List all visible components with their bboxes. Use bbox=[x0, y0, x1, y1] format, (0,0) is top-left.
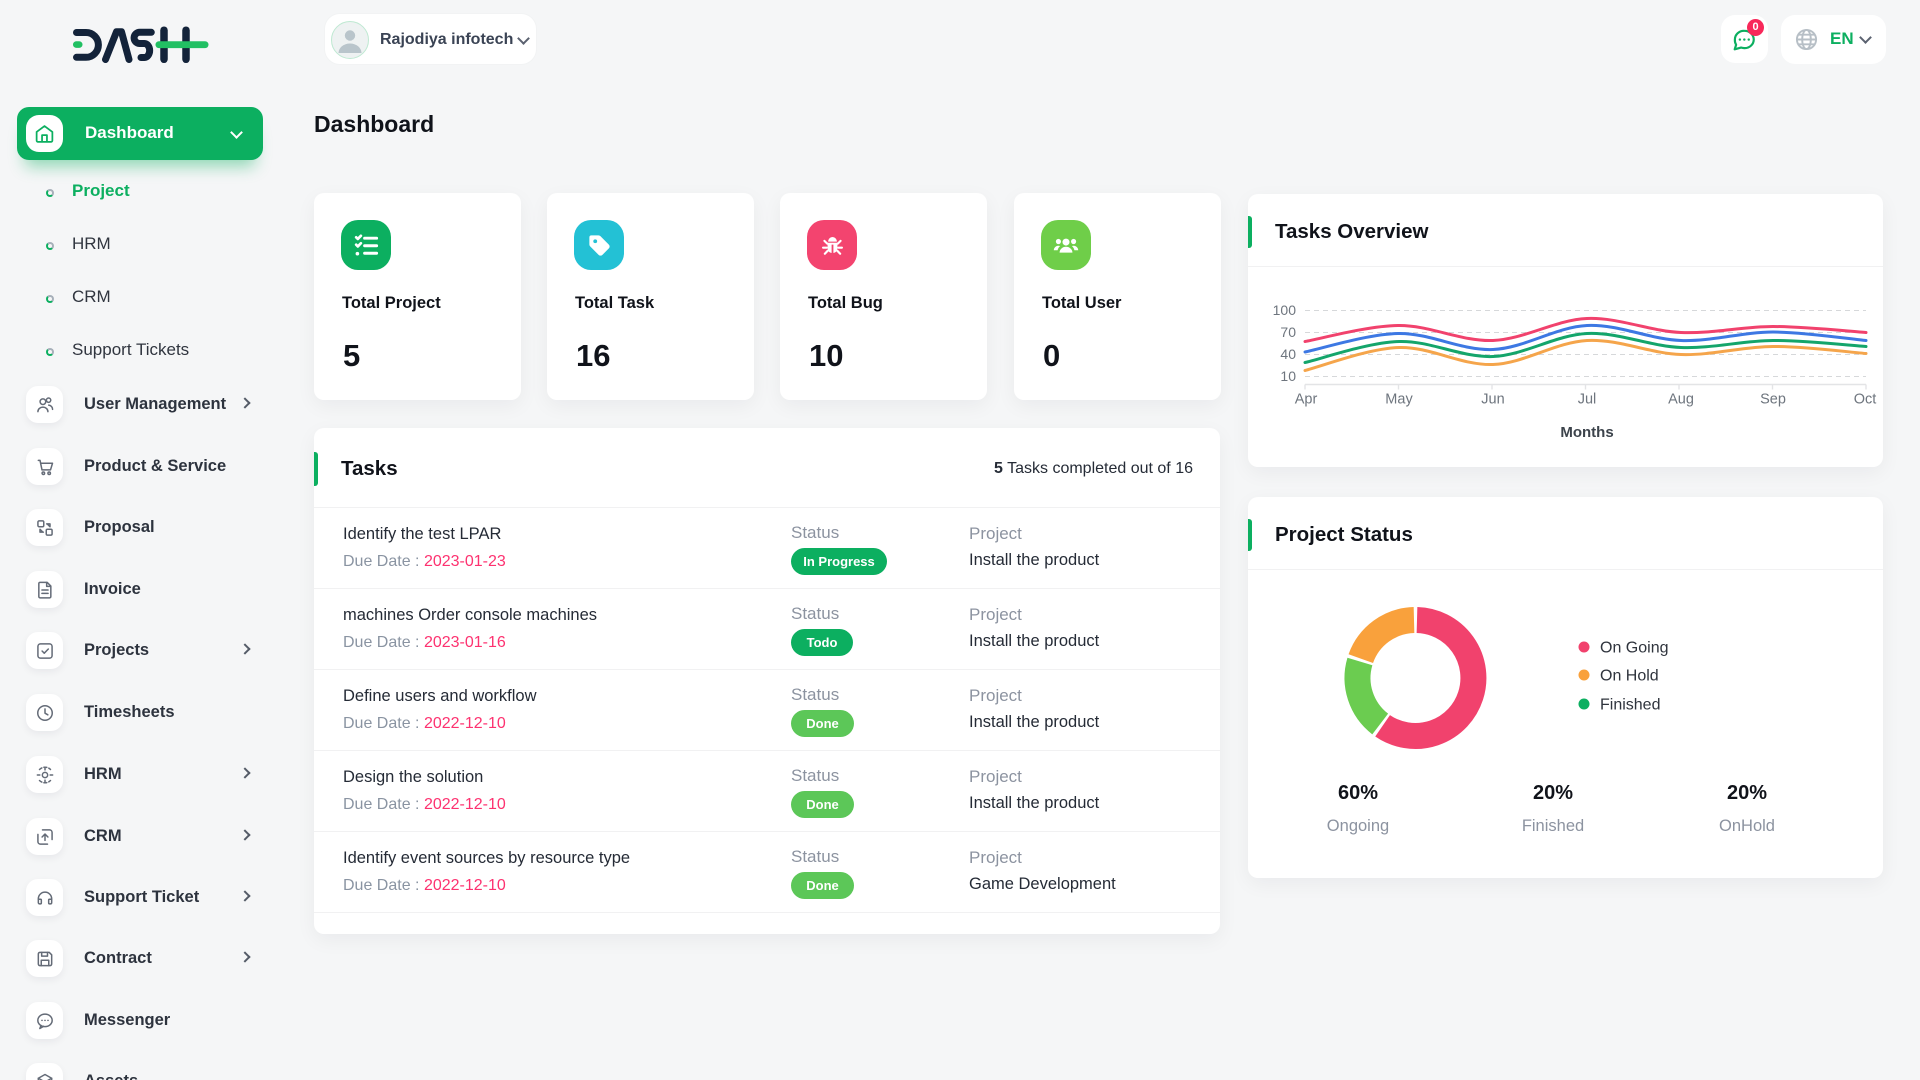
svg-text:Aug: Aug bbox=[1668, 392, 1694, 408]
svg-text:On Going: On Going bbox=[1600, 640, 1668, 657]
svg-text:Jul: Jul bbox=[1578, 392, 1597, 408]
svg-text:70: 70 bbox=[1280, 324, 1296, 340]
svg-text:Jun: Jun bbox=[1481, 392, 1504, 408]
svg-text:Oct: Oct bbox=[1854, 392, 1877, 408]
svg-text:10: 10 bbox=[1280, 368, 1296, 384]
svg-text:May: May bbox=[1385, 392, 1413, 408]
svg-text:Apr: Apr bbox=[1295, 392, 1318, 408]
svg-text:Finished: Finished bbox=[1600, 697, 1660, 714]
svg-text:Sep: Sep bbox=[1760, 392, 1786, 408]
svg-text:40: 40 bbox=[1280, 346, 1296, 362]
svg-text:On Hold: On Hold bbox=[1600, 668, 1659, 685]
svg-text:100: 100 bbox=[1273, 302, 1297, 318]
